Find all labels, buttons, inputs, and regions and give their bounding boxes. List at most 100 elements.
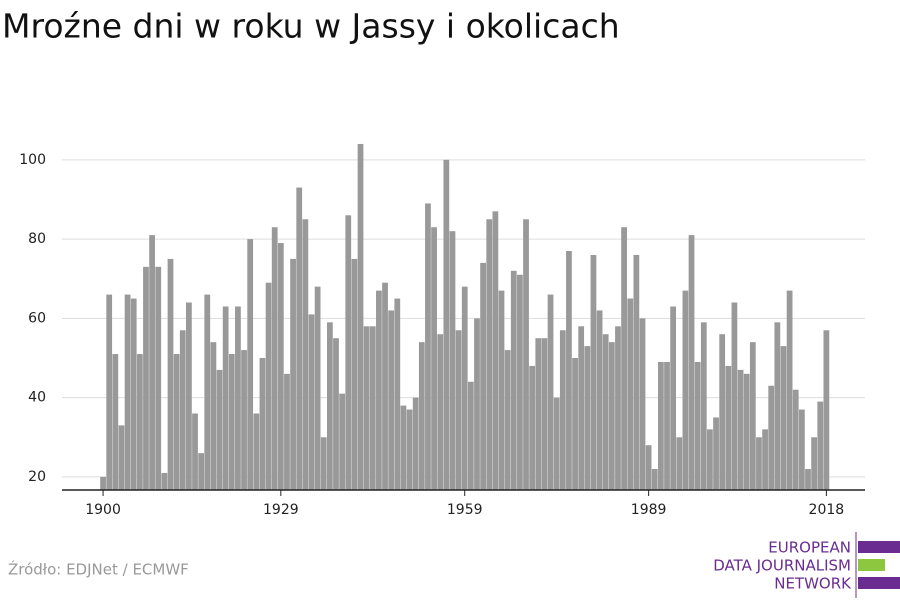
bar (700, 322, 707, 490)
bar (664, 361, 670, 490)
bar (798, 409, 805, 490)
bar (756, 437, 762, 490)
bar (437, 334, 444, 490)
bar (412, 397, 419, 490)
bar (253, 413, 260, 490)
bar (529, 365, 536, 490)
bar (357, 143, 364, 491)
bar (566, 250, 572, 490)
logo-bar (858, 559, 885, 571)
bar (247, 239, 254, 490)
bar (523, 219, 529, 490)
bar (792, 389, 799, 490)
bar (369, 326, 376, 490)
bar (676, 437, 683, 490)
bar (713, 417, 719, 490)
bar (130, 298, 137, 490)
bar (627, 298, 634, 490)
bar (345, 215, 352, 490)
bar (388, 310, 395, 490)
bar (572, 358, 578, 490)
bar (173, 354, 180, 490)
bar (136, 354, 143, 490)
bar (774, 322, 781, 490)
bar (302, 219, 309, 490)
bar (192, 413, 198, 490)
bar (510, 270, 517, 490)
bar (498, 290, 505, 490)
bar (363, 326, 370, 490)
bar (474, 318, 480, 490)
bar (596, 310, 603, 490)
logo-bar (858, 541, 900, 553)
x-tick-label: 1900 (85, 502, 121, 518)
logo-text: NETWORK (774, 575, 852, 593)
bar (449, 231, 456, 490)
bar (615, 326, 621, 490)
bar (480, 262, 486, 490)
bar (731, 302, 738, 490)
bar (639, 318, 646, 490)
bar (602, 334, 609, 490)
bar (780, 346, 787, 490)
bar (284, 373, 290, 490)
bar (259, 358, 266, 490)
bar (179, 330, 186, 490)
x-tick-label: 1989 (631, 502, 667, 518)
bar (541, 338, 548, 490)
bar (376, 290, 382, 490)
bar (106, 294, 113, 490)
bar (425, 203, 431, 490)
bar (431, 227, 437, 491)
bar (608, 342, 615, 490)
logo-text: DATA JOURNALISM (713, 557, 851, 575)
logo-text: EUROPEAN (768, 539, 851, 557)
bar (467, 381, 474, 490)
bar (504, 350, 511, 490)
bar (198, 453, 205, 490)
y-tick-label: 20 (28, 469, 46, 485)
bar (517, 274, 523, 490)
bar (149, 235, 155, 490)
logo-bar (858, 577, 900, 589)
bar (621, 227, 627, 491)
bar (719, 334, 726, 490)
bar (455, 330, 462, 490)
bar (707, 429, 713, 490)
bar (326, 322, 333, 490)
bar (228, 354, 235, 490)
bar (682, 290, 689, 490)
bar (296, 187, 303, 490)
bar (351, 258, 358, 490)
bar (645, 445, 652, 490)
bar (100, 476, 106, 490)
chart-title: Mroźne dni w roku w Jassy i okolicach (2, 7, 620, 46)
bar (805, 468, 811, 490)
bar (222, 306, 229, 490)
bar (743, 373, 750, 490)
bar (277, 243, 284, 490)
bar (112, 354, 119, 490)
x-tick-label: 2018 (809, 502, 845, 518)
bar (320, 437, 327, 490)
bar (271, 227, 278, 491)
bar (333, 338, 339, 490)
bar (817, 401, 824, 490)
bar (124, 294, 131, 490)
bar (651, 468, 658, 490)
bar (786, 290, 793, 490)
bar (590, 254, 597, 490)
bar (210, 342, 217, 490)
bar (737, 369, 744, 490)
bar (492, 211, 499, 491)
bar (394, 298, 401, 490)
bar (688, 235, 695, 490)
bar (167, 258, 174, 490)
bar (633, 254, 640, 490)
bar (725, 365, 732, 490)
bar (143, 266, 149, 490)
bar (308, 314, 315, 490)
bar (443, 159, 450, 491)
bar (694, 361, 701, 490)
